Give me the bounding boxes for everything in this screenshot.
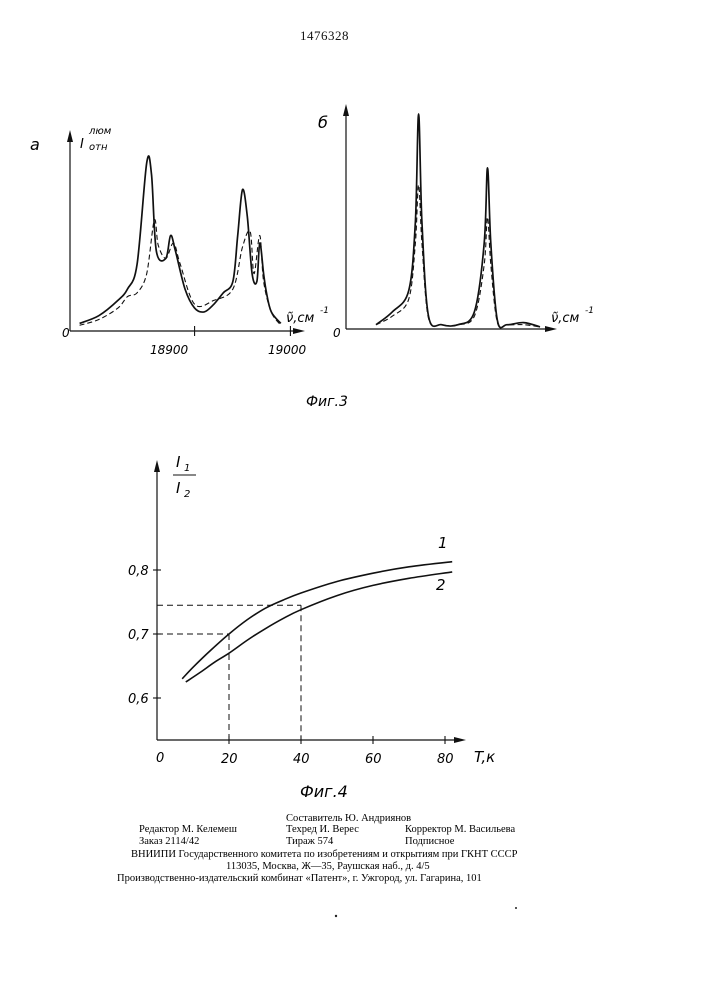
fig3a-y-label-sub: отн bbox=[89, 142, 108, 153]
fig3a-panel-label: а bbox=[30, 135, 40, 154]
fig3a-x-arrow bbox=[293, 328, 305, 334]
fig3a-origin: 0 bbox=[62, 326, 70, 340]
fig3b-x-arrow bbox=[545, 326, 557, 332]
imprint-subscription: Подписное bbox=[405, 836, 455, 847]
fig4-y-tick-label: 0,7 bbox=[128, 628, 149, 643]
fig4-curve-label-2: 2 bbox=[436, 576, 446, 594]
fig4-axes bbox=[154, 460, 466, 743]
fig4-y-label-num: I bbox=[176, 453, 181, 471]
scan-speck bbox=[515, 907, 517, 909]
fig4-y-label-num-sub: 1 bbox=[184, 463, 190, 474]
fig4-x-tick-label: 20 bbox=[221, 752, 238, 767]
fig4-y-label-den: I bbox=[176, 479, 181, 497]
imprint-editor: Редактор М. Келемеш bbox=[139, 824, 237, 835]
imprint-corrector: Корректор М. Васильева bbox=[405, 824, 515, 835]
fig4-guides bbox=[157, 605, 301, 740]
imprint-compiler: Составитель Ю. Андриянов bbox=[286, 813, 411, 824]
fig3-caption: Фиг.3 bbox=[306, 394, 348, 410]
fig3b-axes bbox=[343, 104, 557, 332]
fig3b-x-label: ν̃,см bbox=[551, 311, 580, 326]
fig4-y-label-den-sub: 2 bbox=[184, 489, 190, 500]
imprint-printer: Производственно-издательский комбинат «П… bbox=[117, 873, 482, 884]
fig4-curve-2 bbox=[186, 572, 452, 682]
fig4-origin: 0 bbox=[156, 751, 164, 766]
imprint-techred: Техред И. Верес bbox=[286, 824, 359, 835]
imprint-address: 113035, Москва, Ж—35, Раушская наб., д. … bbox=[226, 861, 430, 872]
fig3a-y-label-main: I bbox=[80, 137, 84, 152]
fig4-ticks bbox=[153, 570, 445, 744]
fig4-x-label: T,к bbox=[474, 748, 495, 766]
fig3a-y-label-sup: люм bbox=[88, 126, 112, 137]
fig3b-curve-solid bbox=[376, 114, 540, 328]
imprint-circulation: Тираж 574 bbox=[286, 836, 334, 847]
fig4-x-arrow bbox=[454, 737, 466, 743]
fig3a-tick-label: 19000 bbox=[268, 343, 307, 357]
fig3b-x-label-exp: -1 bbox=[585, 306, 594, 316]
fig4-caption: Фиг.4 bbox=[300, 782, 348, 801]
imprint-order: Заказ 2114/42 bbox=[139, 836, 199, 847]
imprint-block: Составитель Ю. Андриянов Редактор М. Кел… bbox=[117, 813, 518, 884]
fig4-curve-label-1: 1 bbox=[438, 534, 448, 552]
fig3b-y-arrow bbox=[343, 104, 349, 116]
fig4-y-tick-label: 0,8 bbox=[128, 564, 149, 579]
fig4-y-tick-label: 0,6 bbox=[128, 692, 149, 707]
fig3a-curves bbox=[80, 156, 281, 325]
fig4-curve-1 bbox=[182, 562, 452, 679]
fig3a-curve-solid bbox=[80, 156, 281, 323]
scan-speck bbox=[335, 915, 337, 917]
fig4-x-tick-label: 80 bbox=[437, 752, 454, 767]
fig4-curves bbox=[182, 562, 452, 682]
fig3a-x-label: ν̃,см bbox=[286, 311, 315, 326]
fig4-x-tick-label: 60 bbox=[365, 752, 382, 767]
fig3a-y-arrow bbox=[67, 130, 73, 142]
imprint-institute: ВНИИПИ Государственного комитета по изоб… bbox=[131, 849, 518, 860]
fig3b-origin: 0 bbox=[333, 326, 341, 340]
fig4-y-arrow bbox=[154, 460, 160, 472]
fig3b-panel-label: б bbox=[318, 113, 328, 132]
fig3a-x-label-exp: -1 bbox=[320, 306, 329, 316]
fig3a-tick-label: 18900 bbox=[150, 343, 189, 357]
fig3b-curves bbox=[376, 114, 540, 328]
fig4-x-tick-label: 40 bbox=[293, 752, 310, 767]
fig4-tick-labels: 204060800,60,70,8 bbox=[128, 564, 454, 767]
